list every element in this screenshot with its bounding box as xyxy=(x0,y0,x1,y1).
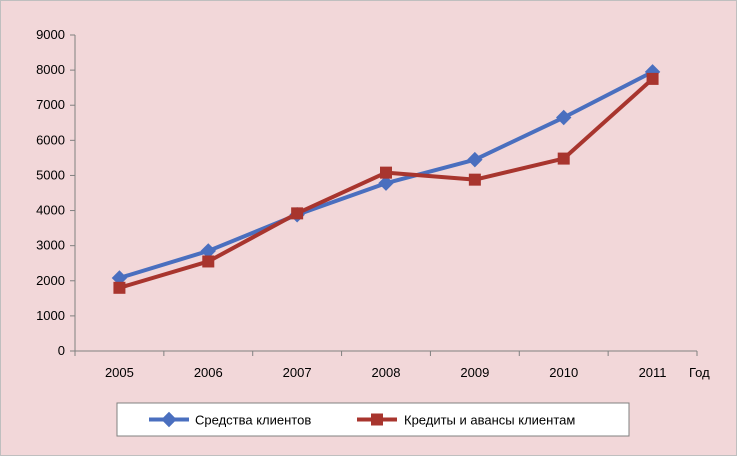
y-ticks: 0 1000 2000 3000 4000 5000 6000 7000 8000 9000 xyxy=(36,27,75,358)
series-layer xyxy=(111,64,661,294)
x-tick-label: 2005 xyxy=(105,365,134,380)
legend: Средства клиентов Кредиты и авансы клиент… xyxy=(116,402,630,437)
legend-marker-2 xyxy=(371,413,383,426)
x-ticks: 2005 2006 2007 2008 2009 2010 2011 xyxy=(74,351,698,380)
series-1-point xyxy=(467,151,483,168)
y-tick-label: 9000 xyxy=(36,27,65,42)
series-2-point xyxy=(113,281,126,294)
axes xyxy=(74,35,697,352)
series-1-point xyxy=(378,175,394,191)
y-tick-label: 2000 xyxy=(36,273,65,288)
y-tick-label: 5000 xyxy=(36,167,65,182)
y-tick-label: 0 xyxy=(58,343,65,358)
x-tick-label: 2008 xyxy=(372,365,401,380)
x-tick-label: 2006 xyxy=(194,365,223,380)
series-2-point xyxy=(291,207,304,220)
series-2-point xyxy=(380,166,392,179)
legend-marker-1 xyxy=(161,411,177,428)
series-2-point xyxy=(557,152,570,165)
x-tick-label: 2011 xyxy=(639,365,667,380)
series-2-point xyxy=(468,173,481,186)
y-tick-label: 4000 xyxy=(36,203,65,218)
y-tick-label: 1000 xyxy=(36,308,65,323)
y-tick-label: 7000 xyxy=(36,97,65,112)
series-2-point xyxy=(202,255,215,268)
series-1-point xyxy=(556,109,572,126)
series-2 xyxy=(113,72,659,294)
x-tick-label: 2007 xyxy=(283,365,312,380)
series-1 xyxy=(111,64,661,286)
y-tick-label: 6000 xyxy=(36,132,65,147)
legend-label-2: Кредиты и авансы клиентам xyxy=(404,413,575,428)
x-tick-label: 2010 xyxy=(549,365,578,380)
y-tick-label: 8000 xyxy=(36,62,65,77)
x-tick-label: 2009 xyxy=(460,365,489,380)
y-tick-label: 3000 xyxy=(36,238,65,253)
legend-items: Средства клиентов Кредиты и авансы клиент… xyxy=(149,411,575,428)
series-2-point xyxy=(646,72,659,85)
x-axis-title: Год xyxy=(689,365,710,380)
legend-label-1: Средства клиентов xyxy=(195,413,311,428)
